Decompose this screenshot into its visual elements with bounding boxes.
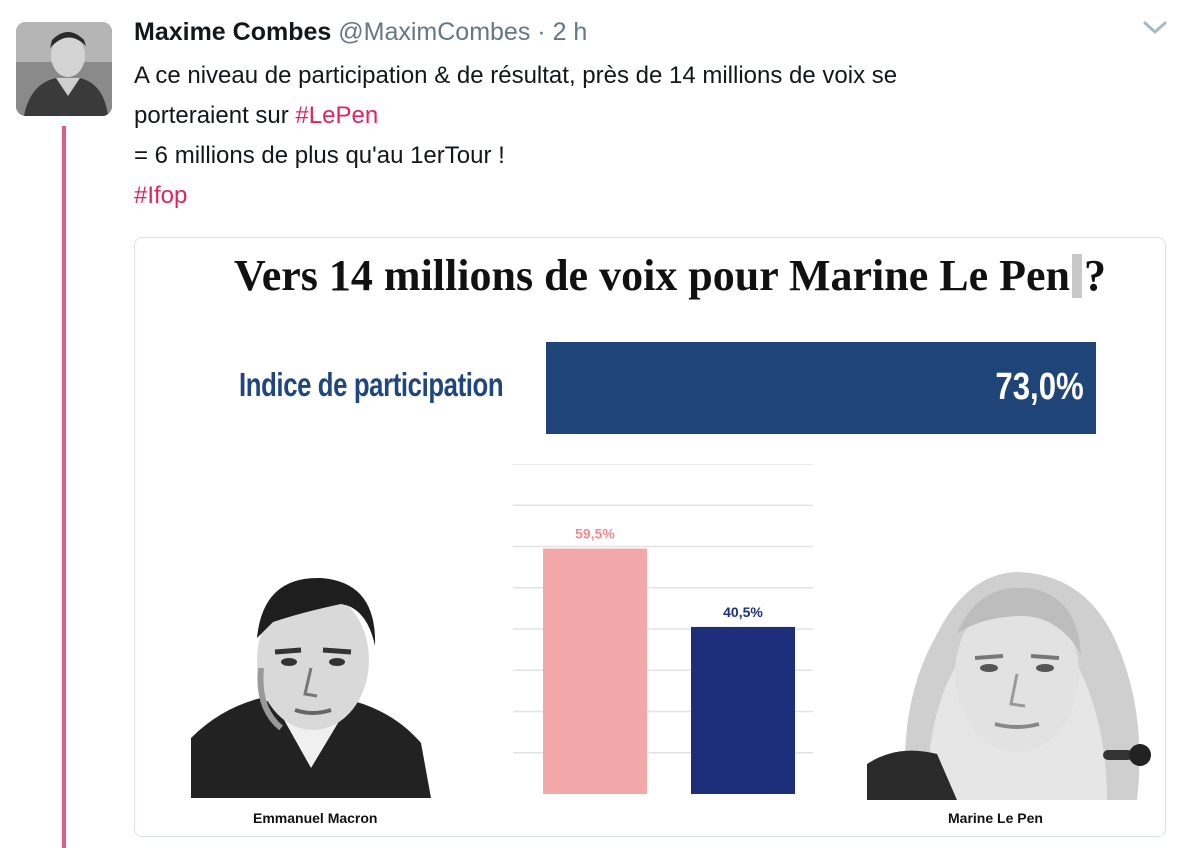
chart-bar-le-pen [691, 627, 795, 794]
separator-dot: · [537, 18, 545, 46]
bar-chart: 59,5% 40,5% [513, 464, 813, 794]
card-title-question: ? [1084, 251, 1106, 300]
caption-macron: Emmanuel Macron [253, 810, 377, 826]
tweet-header: Maxime Combes @MaximCombes · 2 h [134, 18, 587, 47]
tweet-text-line-2: porteraient sur #LePen [134, 96, 1134, 136]
thread-line [62, 126, 66, 848]
bar-chart-svg: 59,5% 40,5% [513, 464, 813, 794]
caption-le-pen: Marine Le Pen [948, 810, 1043, 826]
chevron-down-icon[interactable] [1142, 18, 1168, 38]
tweet-text-line-3: = 6 millions de plus qu'au 1erTour ! [134, 136, 1134, 176]
participation-label: Indice de participation [239, 366, 503, 404]
card-title: Vers 14 millions de voix pour Marine Le … [135, 250, 1165, 301]
tweet-timestamp[interactable]: 2 h [553, 18, 588, 46]
macron-portrait [191, 568, 451, 798]
macron-portrait-image [191, 568, 451, 798]
author-name[interactable]: Maxime Combes [134, 18, 331, 46]
le-pen-portrait-image [867, 554, 1157, 800]
avatar-image [16, 22, 112, 116]
text-cursor-mark [1072, 254, 1082, 298]
card-title-text: Vers 14 millions de voix pour Marine Le … [234, 251, 1070, 300]
hashtag-lepen-link[interactable]: #LePen [295, 102, 378, 129]
le-pen-portrait [867, 554, 1157, 800]
avatar[interactable] [16, 22, 112, 116]
tweet-text-line-1: A ce niveau de participation & de résult… [134, 56, 1134, 96]
participation-value: 73,0% [996, 366, 1084, 409]
media-card[interactable]: Vers 14 millions de voix pour Marine Le … [134, 237, 1166, 837]
author-handle[interactable]: @MaximCombes [338, 18, 530, 46]
chart-data-label-le-pen: 40,5% [723, 604, 763, 620]
hashtag-ifop-link[interactable]: #Ifop [134, 176, 1134, 216]
participation-bar: 73,0% [546, 342, 1096, 434]
chart-bar-macron [543, 549, 647, 794]
tweet-text: A ce niveau de participation & de résult… [134, 56, 1134, 216]
tweet-text-line-2-prefix: porteraient sur [134, 102, 295, 129]
chart-data-label-macron: 59,5% [575, 526, 615, 542]
